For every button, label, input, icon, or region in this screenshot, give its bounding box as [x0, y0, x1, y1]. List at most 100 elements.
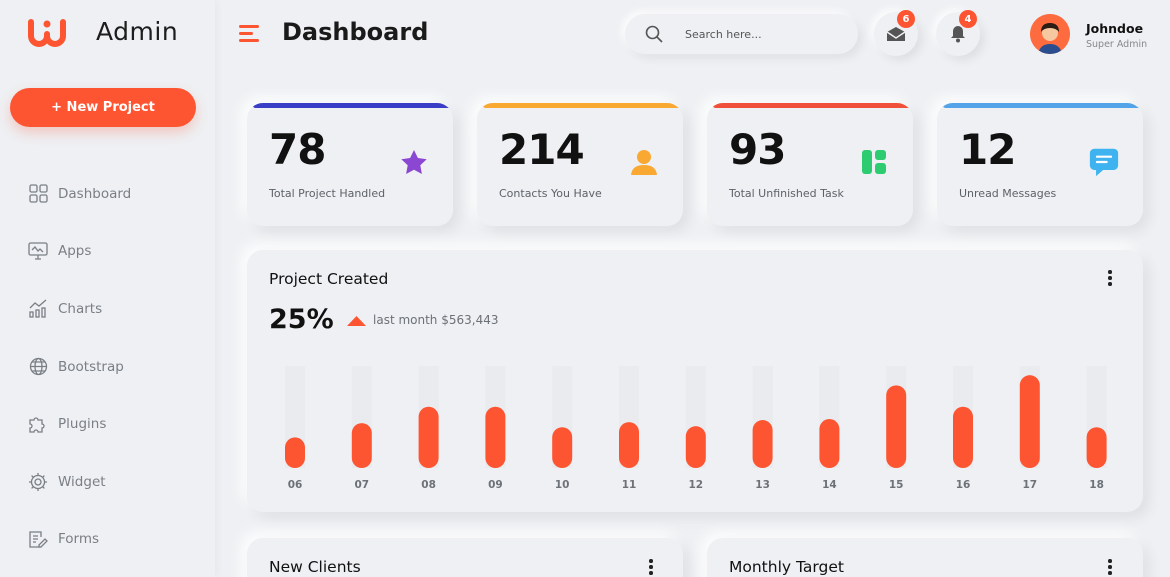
chart-bar[interactable]: [285, 437, 305, 468]
chart-bar[interactable]: [886, 385, 907, 468]
stat-label: Unread Messages: [959, 187, 1057, 200]
header: Dashboard 6 4 Johndoe Super Admin: [215, 0, 1170, 68]
stat-value: 12: [959, 125, 1016, 174]
notification-count-badge: 4: [959, 10, 977, 28]
trend-up-icon: [347, 316, 366, 326]
chat-icon: [1089, 147, 1119, 177]
user-profile[interactable]: Johndoe Super Admin: [1029, 12, 1169, 56]
brand-name: Admin: [96, 17, 179, 46]
avatar: [1030, 14, 1070, 54]
sidebar-item-label: Plugins: [58, 416, 107, 433]
chart-icon: [28, 299, 48, 319]
x-tick-label: 12: [688, 479, 703, 491]
card-title: Project Created: [269, 270, 389, 288]
stat-label: Total Project Handled: [269, 187, 386, 200]
accent-bar: [483, 103, 681, 108]
x-tick-label: 13: [755, 479, 770, 491]
stat-card-messages[interactable]: 12 Unread Messages: [937, 103, 1143, 226]
stat-value: 93: [729, 125, 786, 174]
sidebar-item-forms[interactable]: Forms: [0, 511, 215, 569]
chart-bar[interactable]: [953, 406, 973, 468]
search-box[interactable]: [625, 14, 858, 54]
chart-bar[interactable]: [685, 426, 706, 468]
accent-bar: [943, 103, 1141, 108]
sidebar-item-label: Bootstrap: [58, 358, 124, 375]
mail-count-badge: 6: [897, 10, 915, 28]
more-options-icon[interactable]: [1107, 270, 1113, 288]
sidebar-item-bootstrap[interactable]: Bootstrap: [0, 338, 215, 396]
x-tick-label: 14: [822, 479, 837, 491]
sidebar-item-label: Forms: [58, 531, 100, 548]
page-title: Dashboard: [282, 18, 429, 46]
mail-icon: [886, 27, 906, 41]
stat-card-projects[interactable]: 78 Total Project Handled: [247, 103, 453, 226]
x-tick-label: 07: [354, 479, 369, 491]
user-icon: [629, 147, 659, 177]
user-role: Super Admin: [1086, 39, 1148, 50]
sidebar-nav: Dashboard Apps Charts Bootstrap Plugins: [0, 165, 215, 568]
stat-card-contacts[interactable]: 214 Contacts You Have: [477, 103, 683, 226]
project-created-card: 06 07 08 09 10 11 12 13 14 15 16 17 18 Project Creat…: [247, 250, 1143, 512]
chart-bar[interactable]: [819, 419, 840, 468]
sidebar-item-label: Widget: [58, 473, 106, 490]
x-tick-label: 17: [1022, 479, 1037, 491]
more-options-icon[interactable]: [648, 559, 654, 577]
globe-icon: [28, 357, 48, 377]
more-options-icon[interactable]: [1107, 559, 1113, 577]
layout-icon: [859, 147, 889, 177]
user-name: Johndoe: [1086, 21, 1144, 36]
accent-bar: [713, 103, 911, 108]
puzzle-icon: [28, 414, 48, 434]
sidebar-item-label: Charts: [58, 300, 103, 317]
stat-value: 78: [269, 125, 326, 174]
x-tick-label: 18: [1089, 479, 1104, 491]
monitor-icon: [28, 241, 48, 261]
sidebar-item-label: Dashboard: [58, 185, 132, 202]
chart-bar[interactable]: [485, 406, 506, 468]
x-tick-label: 16: [956, 479, 971, 491]
sidebar: Admin + New Project Dashboard Apps Chart…: [0, 0, 215, 577]
x-tick-label: 06: [288, 479, 303, 491]
project-bar-chart: 06 07 08 09 10 11 12 13 14 15 16 17 18: [285, 366, 1107, 491]
search-input[interactable]: [685, 24, 845, 44]
accent-bar: [253, 103, 451, 108]
new-project-button[interactable]: + New Project: [10, 88, 196, 127]
sidebar-item-plugins[interactable]: Plugins: [0, 395, 215, 453]
x-tick-label: 08: [421, 479, 436, 491]
stat-value: 214: [499, 125, 585, 174]
search-icon: [645, 25, 663, 43]
brand[interactable]: Admin: [0, 0, 215, 68]
stat-card-tasks[interactable]: 93 Total Unfinished Task: [707, 103, 913, 226]
chart-bar[interactable]: [1019, 375, 1040, 468]
notification-button[interactable]: 4: [936, 10, 980, 56]
dashboard-grid-icon: [28, 184, 48, 204]
chart-bar[interactable]: [418, 406, 439, 468]
x-tick-label: 09: [488, 479, 503, 491]
x-tick-label: 11: [622, 479, 637, 491]
chart-bar[interactable]: [351, 423, 372, 468]
sidebar-item-label: Apps: [58, 243, 92, 260]
card-title: New Clients: [269, 558, 361, 576]
chart-bar[interactable]: [552, 427, 573, 468]
stat-label: Total Unfinished Task: [729, 187, 844, 200]
bell-icon: [951, 26, 965, 43]
card-title: Monthly Target: [729, 558, 844, 576]
sidebar-item-widget[interactable]: Widget: [0, 453, 215, 511]
brand-logo-icon: [28, 19, 66, 47]
new-clients-card: New Clients: [247, 538, 683, 577]
sidebar-item-apps[interactable]: Apps: [0, 223, 215, 281]
star-icon: [399, 147, 429, 177]
x-tick-label: 15: [889, 479, 904, 491]
chart-bar[interactable]: [752, 420, 773, 468]
mail-button[interactable]: 6: [874, 10, 918, 56]
form-edit-icon: [28, 529, 48, 549]
growth-percent: 25%: [269, 304, 334, 335]
sidebar-item-charts[interactable]: Charts: [0, 280, 215, 338]
sidebar-item-dashboard[interactable]: Dashboard: [0, 165, 215, 223]
chart-bar[interactable]: [619, 422, 639, 468]
menu-toggle-icon[interactable]: [239, 25, 259, 42]
monthly-target-card: Monthly Target: [707, 538, 1143, 577]
last-month-text: last month $563,443: [373, 313, 499, 327]
gear-icon: [28, 472, 48, 492]
chart-bar[interactable]: [1086, 427, 1107, 468]
